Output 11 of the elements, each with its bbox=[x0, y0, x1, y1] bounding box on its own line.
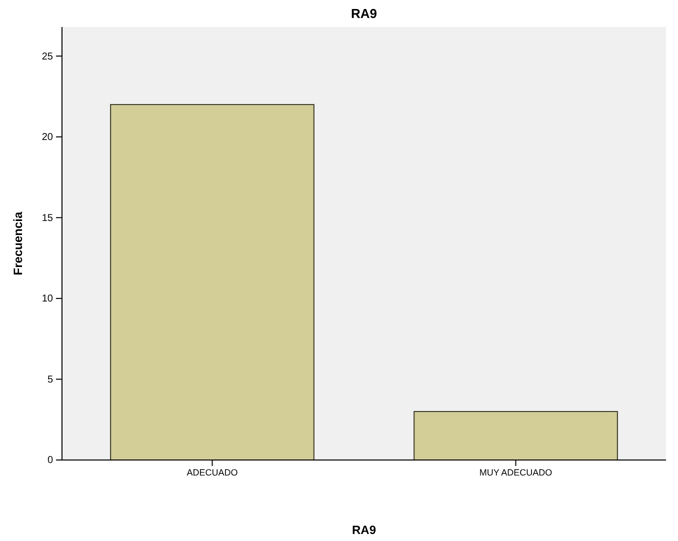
y-tick-label: 10 bbox=[42, 294, 54, 305]
x-axis-title: RA9 bbox=[352, 523, 376, 537]
x-tick-label: MUY ADECUADO bbox=[479, 467, 552, 478]
y-tick-label: 25 bbox=[42, 51, 54, 62]
x-tick-label: ADECUADO bbox=[186, 467, 238, 478]
y-tick-label: 5 bbox=[47, 374, 54, 386]
y-tick-label: 20 bbox=[42, 132, 54, 144]
y-tick-label: 0 bbox=[47, 455, 54, 466]
y-axis-title: Frecuencia bbox=[11, 212, 25, 276]
chart-title: RA9 bbox=[350, 6, 378, 21]
y-tick-label: 15 bbox=[42, 212, 54, 224]
